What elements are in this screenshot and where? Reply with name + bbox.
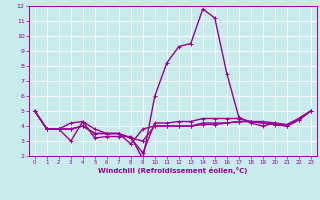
- X-axis label: Windchill (Refroidissement éolien,°C): Windchill (Refroidissement éolien,°C): [98, 167, 247, 174]
